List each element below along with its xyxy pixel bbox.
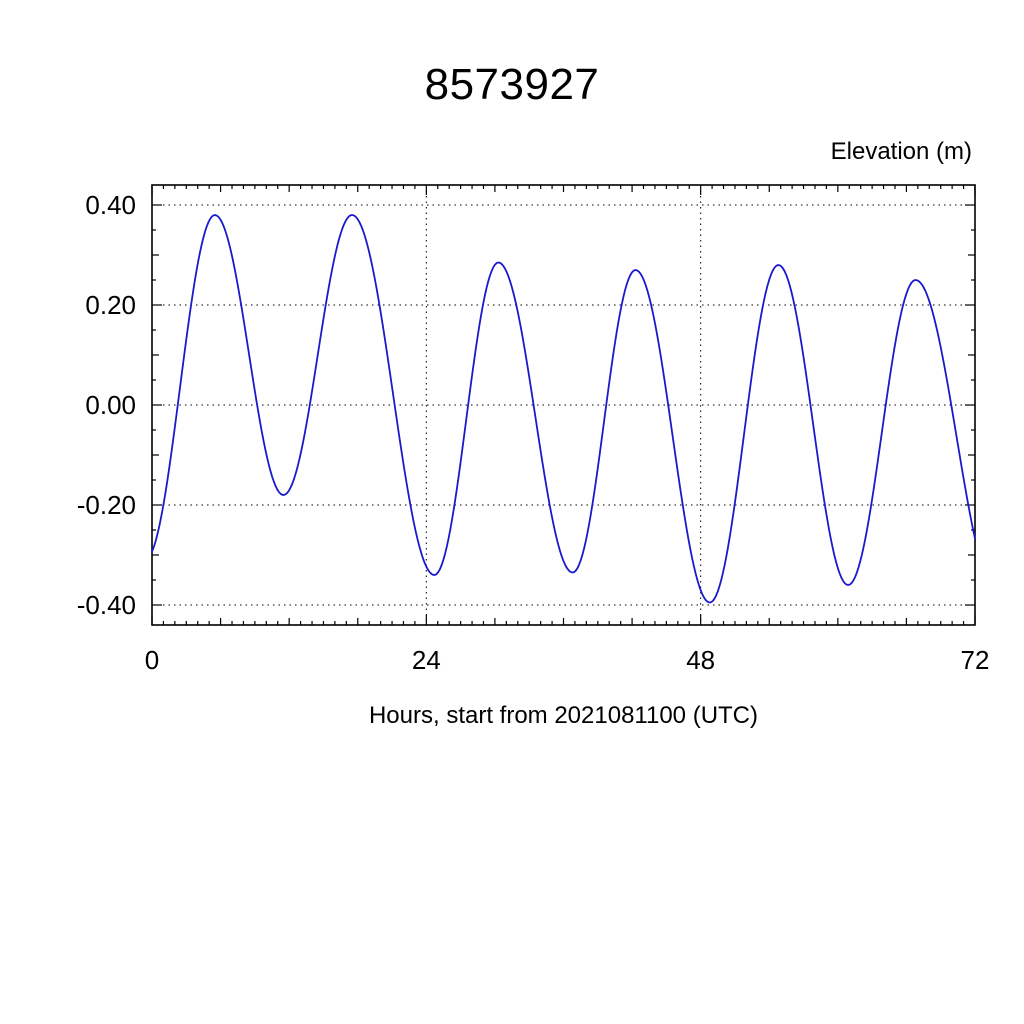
y-tick-label: -0.20	[77, 490, 136, 520]
chart-title: 8573927	[424, 60, 600, 109]
y-axis-title: Elevation (m)	[830, 138, 972, 165]
x-tick-label: 24	[412, 645, 441, 675]
y-tick-label: -0.40	[77, 590, 136, 620]
y-tick-label: 0.00	[85, 390, 136, 420]
x-axis-title: Hours, start from 2021081100 (UTC)	[368, 702, 759, 729]
y-tick-label: 0.20	[85, 290, 136, 320]
plot-frame	[151, 184, 976, 626]
x-tick-label: 48	[686, 645, 715, 675]
x-tick-label: 0	[145, 645, 159, 675]
x-tick-label: 72	[961, 645, 990, 675]
tide-elevation-line	[151, 214, 976, 604]
y-tick-label: 0.40	[85, 190, 136, 220]
